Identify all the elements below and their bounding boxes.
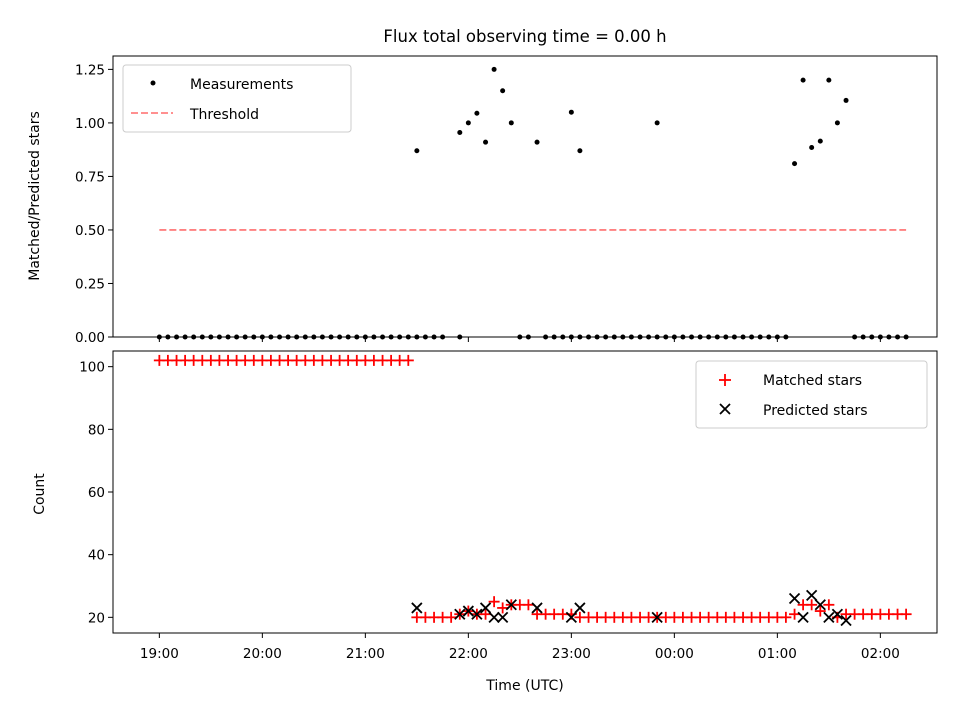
measurements-point [465, 120, 471, 126]
measurements-point [500, 88, 506, 94]
predicted-stars-point [479, 602, 492, 614]
count-xlabel: Time (UTC) [485, 678, 563, 694]
measurements-point [508, 120, 514, 126]
predicted-stars-point [651, 611, 663, 623]
matched-stars-point [900, 608, 912, 620]
matched-stars-point [480, 608, 492, 620]
predicted-stars-point [788, 592, 801, 605]
ratio-legend-box [122, 64, 352, 133]
count-marks [153, 354, 912, 627]
xtick-label: 22:00 [449, 646, 488, 662]
predicted-stars-point [831, 608, 844, 620]
measurements-point [483, 139, 489, 145]
ytick-label: 40 [88, 548, 105, 564]
predicted-stars-point [823, 611, 835, 623]
ytick-label: 0.25 [75, 276, 105, 292]
measurements-point [817, 138, 823, 144]
ytick-label: 0.00 [75, 330, 105, 346]
legend-matched-label: Matched stars [763, 373, 862, 389]
predicted-stars-point [840, 614, 852, 627]
matched-stars-point [780, 611, 792, 623]
ytick-label: 0.50 [75, 223, 105, 239]
measurements-point [834, 120, 840, 126]
measurements-point [809, 145, 815, 151]
count-panel: 20 40 60 80 100 19:00 20:00 21:00 22:00 23:00 00:0… [32, 350, 938, 694]
measurements-point [843, 97, 849, 103]
matched-stars-point [445, 611, 457, 623]
xtick-label: 00:00 [655, 646, 694, 662]
matched-stars-point [497, 602, 509, 614]
predicted-stars-point [488, 611, 500, 623]
measurements-point [826, 77, 832, 83]
ytick-label: 0.75 [75, 169, 105, 185]
predicted-stars-point [814, 599, 826, 611]
matched-stars-point [522, 599, 534, 611]
xtick-label: 21:00 [346, 646, 385, 662]
measurements-point [577, 148, 583, 154]
ratio-panel: Flux total observing time = 0.00 h 0.000… [27, 27, 938, 346]
count-legend-box [695, 360, 928, 429]
ytick-label: 100 [79, 360, 105, 376]
xtick-label: 01:00 [758, 646, 797, 662]
count-axes-frame [112, 350, 938, 634]
predicted-stars-point [471, 608, 483, 620]
matched-stars-point [488, 596, 500, 608]
legend-predicted-label: Predicted stars [763, 403, 868, 419]
xtick-label: 23:00 [552, 646, 591, 662]
legend-measurements-marker [150, 80, 156, 86]
measurements-point [474, 110, 480, 116]
predicted-stars-point [411, 602, 423, 614]
predicted-stars-point [497, 611, 509, 623]
ratio-ylabel: Matched/Predicted stars [27, 111, 43, 281]
ytick-label: 1.25 [75, 62, 105, 78]
legend-threshold-label: Threshold [189, 107, 259, 123]
ytick-label: 60 [88, 485, 105, 501]
measurements-point [792, 161, 798, 167]
measurements-point [457, 130, 463, 136]
predicted-stars-point [454, 608, 466, 620]
ytick-label: 1.00 [75, 116, 105, 132]
xtick-label: 20:00 [243, 646, 282, 662]
count-legend: Matched stars Predicted stars [695, 360, 928, 429]
count-axis-ticks: 20 40 60 80 100 19:00 20:00 21:00 22:00 23:00 00:0… [79, 360, 900, 662]
ratio-axes-frame [112, 55, 938, 338]
ratio-legend: Measurements Threshold [122, 64, 352, 133]
predicted-stars-point [806, 589, 818, 602]
predicted-stars-point [565, 611, 577, 623]
chart-title: Flux total observing time = 0.00 h [383, 27, 666, 46]
matched-stars-point [814, 605, 826, 617]
ratio-axis-ticks: 0.00 0.25 0.50 0.75 1.00 1.25 [75, 62, 881, 346]
measurements-point [654, 120, 660, 126]
legend-predicted-marker [719, 403, 731, 415]
predicted-stars-point [797, 611, 809, 623]
predicted-stars-point [574, 602, 586, 614]
xtick-label: 19:00 [140, 646, 179, 662]
xtick-label: 02:00 [861, 646, 900, 662]
matched-stars-point [806, 599, 818, 611]
measurements-point [800, 77, 806, 83]
measurements-point [568, 109, 574, 115]
legend-measurements-label: Measurements [190, 77, 293, 93]
matched-stars-point [823, 599, 835, 611]
predicted-stars-point [505, 599, 517, 611]
matched-stars-point [402, 354, 414, 366]
measurements-point [414, 148, 420, 154]
matched-stars-point [789, 608, 801, 620]
predicted-stars-point [531, 602, 543, 614]
ytick-label: 80 [88, 422, 105, 438]
count-ylabel: Count [32, 473, 48, 515]
measurements-point [491, 66, 497, 72]
ytick-label: 20 [88, 610, 105, 626]
predicted-stars-point [462, 605, 474, 617]
measurements-point [534, 139, 540, 145]
legend-matched-marker [719, 374, 731, 386]
